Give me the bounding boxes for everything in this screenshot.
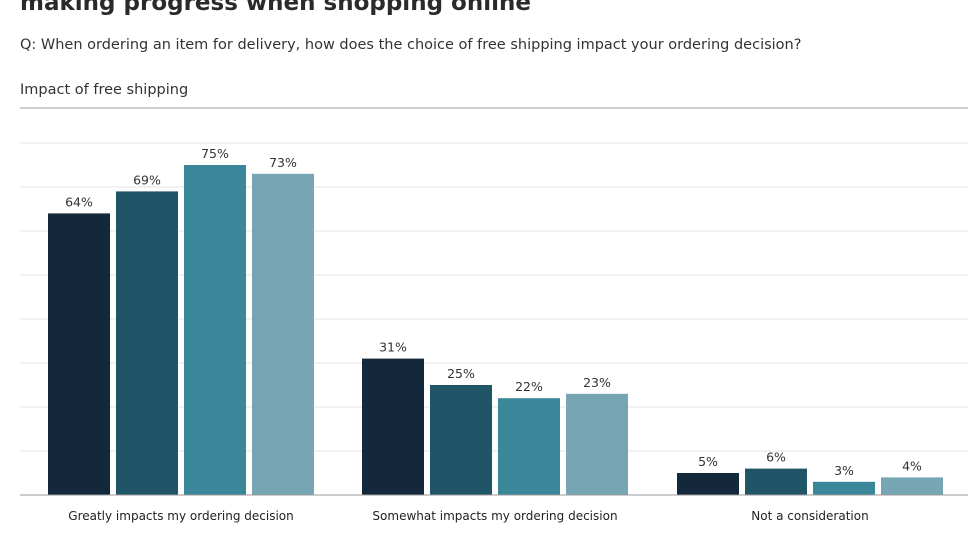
- data-label: 25%: [447, 366, 475, 381]
- data-label: 31%: [379, 340, 407, 355]
- bar: [677, 473, 739, 495]
- bar: [116, 191, 178, 495]
- bar: [498, 398, 560, 495]
- data-label: 5%: [698, 454, 718, 469]
- data-label: 6%: [766, 450, 786, 465]
- bar: [252, 173, 314, 496]
- category-label: Not a consideration: [751, 509, 868, 523]
- data-label: 75%: [201, 146, 229, 161]
- page-title: making progress when shopping online: [20, 0, 531, 16]
- chart-subtitle: Impact of free shipping: [20, 82, 189, 98]
- data-label: 64%: [65, 194, 93, 209]
- category-label: Somewhat impacts my ordering decision: [372, 509, 617, 523]
- bar: [430, 385, 492, 495]
- data-label: 69%: [133, 172, 161, 187]
- bar: [48, 213, 110, 495]
- bar: [362, 358, 424, 495]
- bar: [745, 468, 807, 495]
- header-divider: [20, 107, 968, 109]
- bar: [566, 393, 628, 495]
- data-label: 23%: [583, 375, 611, 390]
- bar: [813, 481, 875, 495]
- category-label: Greatly impacts my ordering decision: [68, 509, 293, 523]
- bar: [881, 477, 943, 495]
- data-label: 73%: [269, 155, 297, 170]
- data-label: 4%: [902, 458, 922, 473]
- bar: [184, 165, 246, 495]
- data-label: 3%: [834, 463, 854, 478]
- data-label: 22%: [515, 379, 543, 394]
- survey-question: Q: When ordering an item for delivery, h…: [20, 37, 802, 53]
